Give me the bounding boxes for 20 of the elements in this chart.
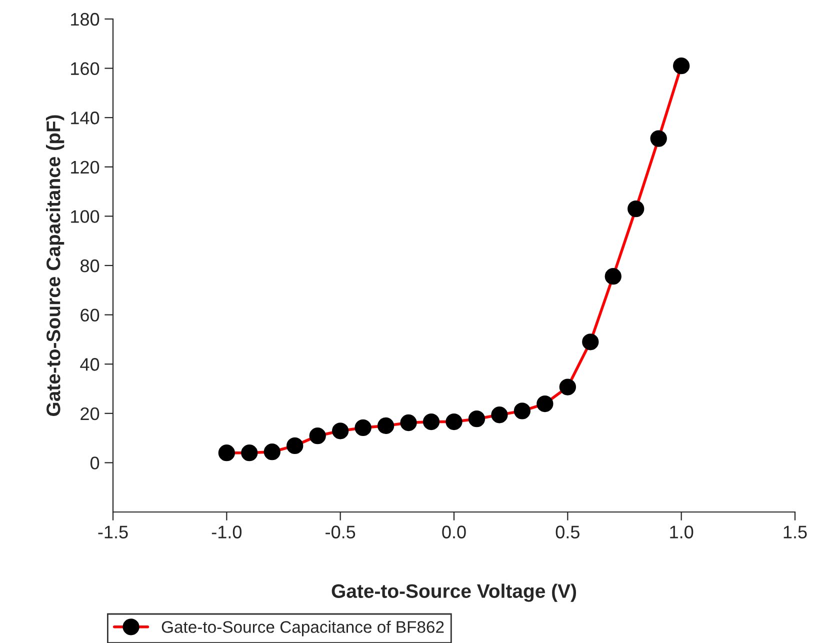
y-tick-label: 100 [71, 210, 100, 223]
legend-label: Gate-to-Source Capacitance of BF862 [162, 620, 444, 636]
x-axis-title: Gate-to-Source Voltage (V) [332, 584, 576, 602]
y-tick-label: 120 [71, 160, 100, 174]
y-axis-title: Gate-to-Source Capacitance (pF) [46, 115, 64, 416]
y-tick-label: 180 [71, 12, 100, 26]
y-tick-label: 140 [71, 112, 100, 124]
y-tick-label: 80 [80, 259, 100, 272]
y-tick-label: 20 [80, 407, 100, 420]
y-tick-label: 160 [71, 62, 100, 76]
x-tick-label: 1.0 [670, 526, 694, 538]
y-tick-label: 40 [80, 358, 100, 371]
y-tick-label: 0 [90, 456, 100, 470]
x-tick-label: 0.5 [556, 526, 580, 538]
x-tick-label: 0.0 [442, 526, 466, 538]
x-tick-label: 1.5 [784, 526, 807, 538]
x-tick-label: -0.5 [326, 526, 356, 538]
x-tick-label: -1.0 [212, 526, 242, 538]
y-tick-label: 60 [80, 308, 100, 322]
x-tick-label: -1.5 [98, 526, 128, 538]
